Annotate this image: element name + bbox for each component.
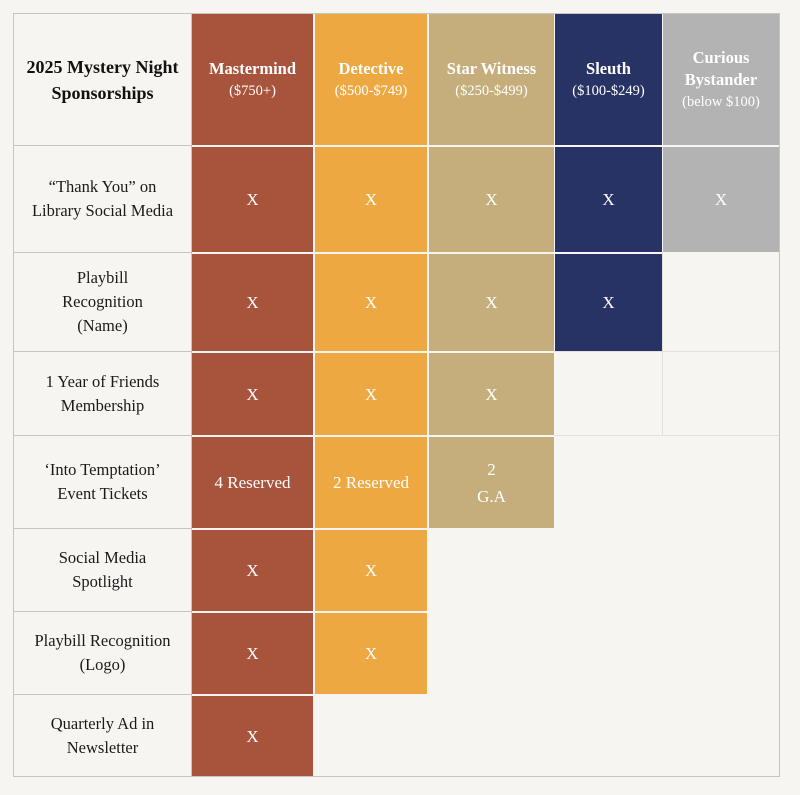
row-divider <box>14 435 192 436</box>
tier-name: Sleuth <box>586 58 631 78</box>
tier-name: Star Witness <box>446 58 537 78</box>
benefit-label: ‘Into Temptation’ Event Tickets <box>14 436 191 528</box>
table-title: 2025 Mystery Night Sponsorships <box>14 14 191 145</box>
row-divider <box>14 694 192 695</box>
label-column-border <box>191 14 192 776</box>
cell-value: X <box>364 293 378 312</box>
cell-value: X <box>364 644 378 663</box>
benefit-cell-mastermind: X <box>192 696 313 776</box>
cell-value: X <box>246 293 259 312</box>
benefit-text: “Thank You” on Library Social Media <box>31 177 174 220</box>
benefit-label: “Thank You” on Library Social Media <box>14 146 191 252</box>
benefit-cell-detective: X <box>315 254 427 351</box>
benefit-label: Quarterly Ad in Newsletter <box>14 695 191 776</box>
benefit-cell-mastermind: X <box>192 530 313 611</box>
row-divider <box>14 351 192 352</box>
benefit-label: Playbill Recognition (Logo) <box>14 612 191 694</box>
benefit-label: 1 Year of Friends Membership <box>14 352 191 435</box>
grid-line <box>554 351 779 352</box>
tier-header-sleuth: Sleuth ($100-$249) <box>555 14 662 145</box>
benefit-cell-mastermind: X <box>192 353 313 435</box>
cell-value: X <box>714 190 728 209</box>
benefit-cell-sleuth: X <box>555 147 662 252</box>
cell-value: X <box>246 644 259 663</box>
table-title-text: 2025 Mystery Night Sponsorships <box>26 56 179 103</box>
cell-value: X <box>364 190 378 209</box>
cell-value: X <box>485 293 498 312</box>
benefit-cell-curious-bystander: X <box>663 147 779 252</box>
cell-value: 4 Reserved <box>214 473 291 492</box>
tier-header-star-witness: Star Witness ($250-$499) <box>429 14 554 145</box>
benefit-text: ‘Into Temptation’ Event Tickets <box>44 460 161 503</box>
cell-value: X <box>364 561 378 580</box>
tier-range: ($750+) <box>229 82 276 99</box>
benefit-cell-detective: X <box>315 147 427 252</box>
cell-value: X <box>364 384 378 404</box>
cell-value: X <box>602 190 615 209</box>
benefit-cell-sleuth: X <box>555 254 662 351</box>
benefit-cell-star-witness: X <box>429 353 554 435</box>
benefit-text: Playbill Recognition (Name) <box>62 268 143 335</box>
tier-name: Curious Bystander <box>684 47 758 89</box>
cell-value: 2 Reserved <box>332 473 409 492</box>
tier-name: Mastermind <box>208 58 297 78</box>
tier-range: (below $100) <box>682 93 760 110</box>
benefit-cell-mastermind: 4 Reserved <box>192 437 313 528</box>
tier-name: Detective <box>338 58 404 78</box>
tier-header-detective: Detective ($500-$749) <box>315 14 427 145</box>
cell-value: X <box>246 726 259 746</box>
benefit-text: Quarterly Ad in Newsletter <box>50 713 155 757</box>
benefit-cell-star-witness: X <box>429 254 554 351</box>
benefit-cell-star-witness: X <box>429 147 554 252</box>
benefit-text: Playbill Recognition (Logo) <box>34 631 171 674</box>
benefit-cell-mastermind: X <box>192 613 313 694</box>
row-divider <box>14 145 192 146</box>
tier-range: ($500-$749) <box>334 82 408 99</box>
grid-line <box>554 435 779 436</box>
benefit-cell-detective: 2 Reserved <box>315 437 427 528</box>
tier-range: ($100-$249) <box>572 82 645 99</box>
cell-value: X <box>602 293 615 312</box>
cell-value: 2 G.A <box>477 459 506 506</box>
benefit-text: Social Media Spotlight <box>58 548 147 591</box>
benefit-cell-mastermind: X <box>192 254 313 351</box>
cell-value: X <box>246 561 259 580</box>
benefit-cell-detective: X <box>315 613 427 694</box>
row-divider <box>14 528 192 529</box>
tier-range: ($250-$499) <box>455 82 528 99</box>
grid-line <box>662 252 663 436</box>
cell-value: X <box>485 190 498 209</box>
tier-header-curious-bystander: Curious Bystander (below $100) <box>663 14 779 145</box>
row-divider <box>14 252 192 253</box>
benefit-cell-detective: X <box>315 530 427 611</box>
benefit-cell-detective: X <box>315 353 427 435</box>
benefit-cell-mastermind: X <box>192 147 313 252</box>
row-divider <box>14 611 192 612</box>
tier-header-mastermind: Mastermind ($750+) <box>192 14 313 145</box>
cell-value: X <box>246 384 259 404</box>
cell-value: X <box>485 384 498 404</box>
benefit-label: Playbill Recognition (Name) <box>14 253 191 351</box>
benefit-label: Social Media Spotlight <box>14 529 191 611</box>
benefit-text: 1 Year of Friends Membership <box>45 371 160 415</box>
sponsorship-table: 2025 Mystery Night Sponsorships Mastermi… <box>13 13 780 777</box>
benefit-cell-star-witness: 2 G.A <box>429 437 554 528</box>
cell-value: X <box>246 190 259 209</box>
